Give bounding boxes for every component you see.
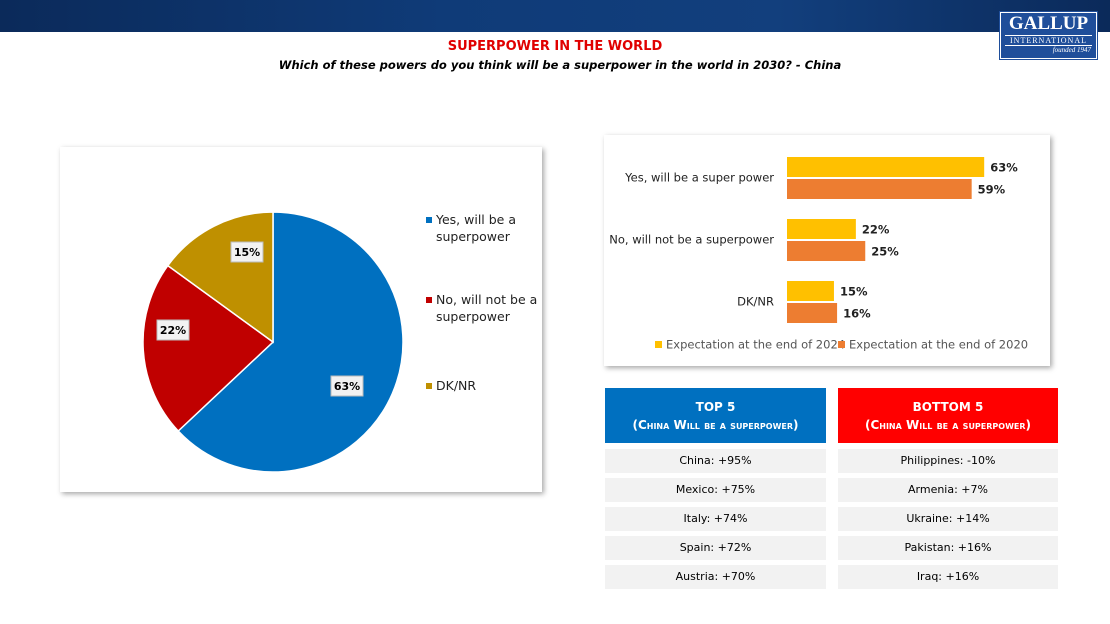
value-label: 25% [871,245,899,259]
value-label-box [230,241,264,263]
value-label: 63% [990,161,1018,175]
table-header: TOP 5 (China Will be a superpower) [605,388,826,443]
title: SUPERPOWER IN THE WORLD [447,39,663,54]
table-title: TOP 5 [695,399,736,414]
legend-label: DK/NR [436,378,477,393]
table-row: Philippines: -10% [838,449,1058,473]
legend-label: Yes, will be a superpower [436,212,516,244]
value-label: 15% [840,285,868,299]
bar [787,179,972,199]
pie-slice [177,211,404,473]
category-label: No, will not be a superpower [609,233,774,247]
value-label: 22% [160,324,186,337]
bar [787,219,856,239]
legend-label: No, will not be a superpower [436,292,538,324]
table-row: Pakistan: +16% [838,536,1058,560]
legend-swatch [838,341,845,348]
legend-swatch [655,341,662,348]
pie-slice [142,264,275,433]
logo-subtext: INTERNATIONAL [1005,35,1092,46]
bar [787,241,866,261]
value-label: 16% [843,307,871,321]
legend-swatch [426,383,432,389]
logo-founded: founded 1947 [1052,46,1091,54]
logo-text: GALLUP [1008,13,1089,34]
legend-label: Expectation at the end of 2024 [666,338,845,352]
table-row: Ukraine: +14% [838,507,1058,531]
legend-swatch [426,217,432,223]
table-row: Armenia: +7% [838,478,1058,502]
table-title: BOTTOM 5 [912,399,984,414]
legend-swatch [426,297,432,303]
table-header: BOTTOM 5 (China Will be a superpower) [838,388,1058,443]
category-label: Yes, will be a super power [624,171,774,185]
top-banner [0,0,1110,32]
subtitle: Which of these powers do you think will … [278,58,842,72]
bar [787,157,985,177]
table-row: Iraq: +16% [838,565,1058,589]
value-label: 59% [978,183,1006,197]
table-row: China: +95% [605,449,826,473]
table-subtitle: (China Will be a superpower) [864,417,1032,432]
logo: GALLUP INTERNATIONAL founded 1947 [1000,12,1097,59]
table-row: Italy: +74% [605,507,826,531]
value-label: 63% [334,380,360,393]
table-row: Mexico: +75% [605,478,826,502]
legend-label: Expectation at the end of 2020 [849,338,1028,352]
value-label-box [156,319,190,341]
value-label: 15% [234,246,260,259]
category-label: DK/NR [737,295,774,309]
table-subtitle: (China Will be a superpower) [632,417,799,432]
value-label-box [330,375,364,397]
bar [787,303,838,323]
bar [787,281,834,301]
value-label: 22% [862,223,890,237]
table-row: Austria: +70% [605,565,826,589]
table-row: Spain: +72% [605,536,826,560]
